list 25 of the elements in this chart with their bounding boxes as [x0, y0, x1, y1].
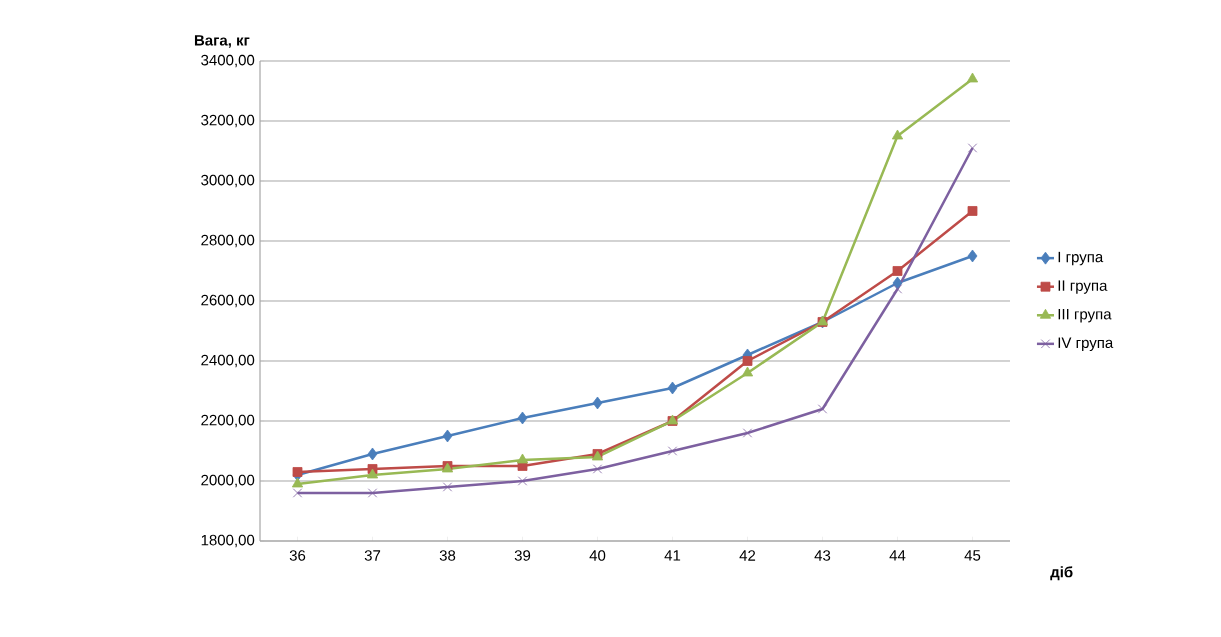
x-tick-label: 44 — [889, 550, 906, 561]
y-tick-label: 3000,00 — [201, 174, 255, 188]
y-tick-label: 3200,00 — [201, 114, 255, 128]
y-tick-label: 1800,00 — [201, 534, 255, 548]
y-tick-label: 2600,00 — [201, 294, 255, 308]
y-tick-label: 2800,00 — [201, 234, 255, 248]
x-tick-label: 45 — [964, 550, 981, 561]
legend-label: II група — [1058, 280, 1108, 294]
x-tick-label: 40 — [589, 550, 606, 561]
x-tick-label: 37 — [364, 550, 381, 561]
x-tick-label: 42 — [739, 550, 756, 561]
y-tick-label: 2000,00 — [201, 474, 255, 488]
x-axis-title: діб — [1050, 566, 1073, 581]
legend-label: III група — [1058, 308, 1112, 323]
x-tick-label: 43 — [814, 550, 831, 561]
x-tick-label: 39 — [514, 550, 531, 561]
y-axis-title: Вага, кг — [194, 35, 250, 48]
x-tick-label: 38 — [439, 550, 456, 561]
y-tick-label: 3400,00 — [201, 54, 255, 68]
legend-label: IV група — [1058, 337, 1114, 351]
x-tick-label: 36 — [289, 550, 306, 561]
x-tick-label: 41 — [664, 550, 681, 561]
y-tick-label: 2200,00 — [201, 414, 255, 428]
y-tick-label: 2400,00 — [201, 354, 255, 368]
legend-label: I група — [1058, 251, 1104, 266]
